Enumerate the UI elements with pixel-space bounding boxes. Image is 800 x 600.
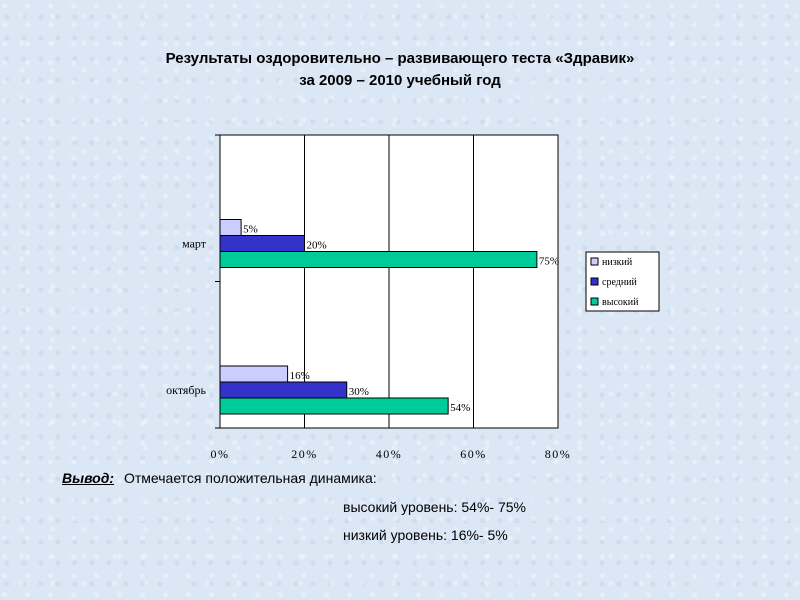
chart-title-line2: за 2009 – 2010 учебный год [299,72,501,89]
chart-title-line1: Результаты оздоровительно – развивающего… [165,50,635,67]
data-label: 54% [450,402,470,414]
conclusion-low-level: низкий уровень: 16%- 5% [343,527,508,543]
data-label: 75% [539,256,559,268]
x-tick-label: 0% [211,447,230,461]
bar [219,219,242,236]
conclusion-label: Вывод: [62,470,115,486]
category-label: октябрь [166,383,206,397]
legend-label: низкий [602,257,633,268]
bar [219,381,348,399]
legend-swatch [590,277,599,286]
x-tick-label: 80% [545,447,572,461]
category-label: март [182,237,207,251]
conclusion-high-level: высокий уровень: 54%- 75% [343,499,526,515]
legend-label: высокий [602,297,639,308]
legend-swatch [590,257,599,266]
data-label: 20% [307,240,327,252]
conclusion-text: Отмечается положительная динамика: [124,470,377,486]
legend-label: средний [602,277,638,288]
legend-swatch [590,297,599,306]
x-tick-label: 60% [460,447,487,461]
data-label: 16% [290,370,310,382]
data-label: 5% [243,224,258,236]
x-tick-label: 40% [376,447,403,461]
bar [219,235,305,252]
bar [219,397,449,415]
bar [219,251,538,268]
bar [219,365,289,383]
x-tick-label: 20% [291,447,318,461]
data-label: 30% [349,386,369,398]
